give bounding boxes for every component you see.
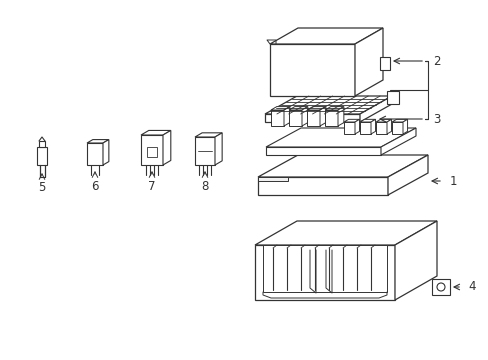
Polygon shape bbox=[263, 245, 386, 292]
Polygon shape bbox=[258, 155, 427, 177]
Polygon shape bbox=[337, 107, 343, 126]
Polygon shape bbox=[195, 137, 215, 165]
Polygon shape bbox=[284, 107, 289, 126]
Polygon shape bbox=[386, 120, 391, 134]
Polygon shape bbox=[269, 44, 354, 96]
Polygon shape bbox=[370, 120, 375, 134]
Polygon shape bbox=[394, 221, 436, 300]
Polygon shape bbox=[387, 155, 427, 195]
Text: 7: 7 bbox=[148, 180, 156, 193]
Polygon shape bbox=[147, 147, 157, 157]
Polygon shape bbox=[264, 114, 359, 122]
Polygon shape bbox=[359, 122, 370, 134]
Polygon shape bbox=[163, 130, 170, 165]
Polygon shape bbox=[359, 96, 391, 122]
Polygon shape bbox=[375, 122, 386, 134]
Polygon shape bbox=[195, 133, 222, 137]
Polygon shape bbox=[254, 245, 394, 300]
Polygon shape bbox=[379, 57, 389, 70]
Polygon shape bbox=[103, 140, 109, 165]
Polygon shape bbox=[306, 107, 325, 110]
Polygon shape bbox=[380, 128, 415, 155]
Text: 8: 8 bbox=[201, 180, 208, 193]
Polygon shape bbox=[254, 221, 436, 245]
Polygon shape bbox=[325, 107, 343, 110]
Polygon shape bbox=[258, 177, 387, 195]
Text: 1: 1 bbox=[449, 175, 457, 188]
Polygon shape bbox=[431, 279, 449, 295]
Polygon shape bbox=[265, 147, 380, 155]
Polygon shape bbox=[354, 120, 359, 134]
Polygon shape bbox=[270, 110, 284, 126]
Polygon shape bbox=[386, 91, 398, 104]
Polygon shape bbox=[391, 120, 407, 122]
Polygon shape bbox=[141, 135, 163, 165]
Polygon shape bbox=[87, 140, 109, 143]
Text: 2: 2 bbox=[432, 54, 440, 68]
Polygon shape bbox=[264, 96, 391, 114]
Polygon shape bbox=[306, 110, 319, 126]
Text: 6: 6 bbox=[91, 180, 99, 193]
Polygon shape bbox=[288, 107, 307, 110]
Text: 4: 4 bbox=[467, 280, 474, 293]
Polygon shape bbox=[402, 120, 407, 134]
Polygon shape bbox=[343, 122, 354, 134]
Polygon shape bbox=[391, 122, 402, 134]
Polygon shape bbox=[270, 107, 289, 110]
Polygon shape bbox=[141, 130, 170, 135]
Polygon shape bbox=[215, 133, 222, 165]
Polygon shape bbox=[359, 120, 375, 122]
Polygon shape bbox=[39, 141, 45, 147]
Polygon shape bbox=[343, 120, 359, 122]
Polygon shape bbox=[354, 28, 382, 96]
Text: 3: 3 bbox=[432, 112, 440, 126]
Text: 5: 5 bbox=[38, 180, 45, 194]
Polygon shape bbox=[37, 147, 47, 165]
Polygon shape bbox=[258, 177, 287, 181]
Polygon shape bbox=[288, 110, 302, 126]
Polygon shape bbox=[302, 107, 307, 126]
Polygon shape bbox=[325, 110, 337, 126]
Polygon shape bbox=[265, 128, 415, 147]
Polygon shape bbox=[375, 120, 391, 122]
Polygon shape bbox=[87, 143, 103, 165]
Polygon shape bbox=[269, 28, 382, 44]
Polygon shape bbox=[319, 107, 325, 126]
